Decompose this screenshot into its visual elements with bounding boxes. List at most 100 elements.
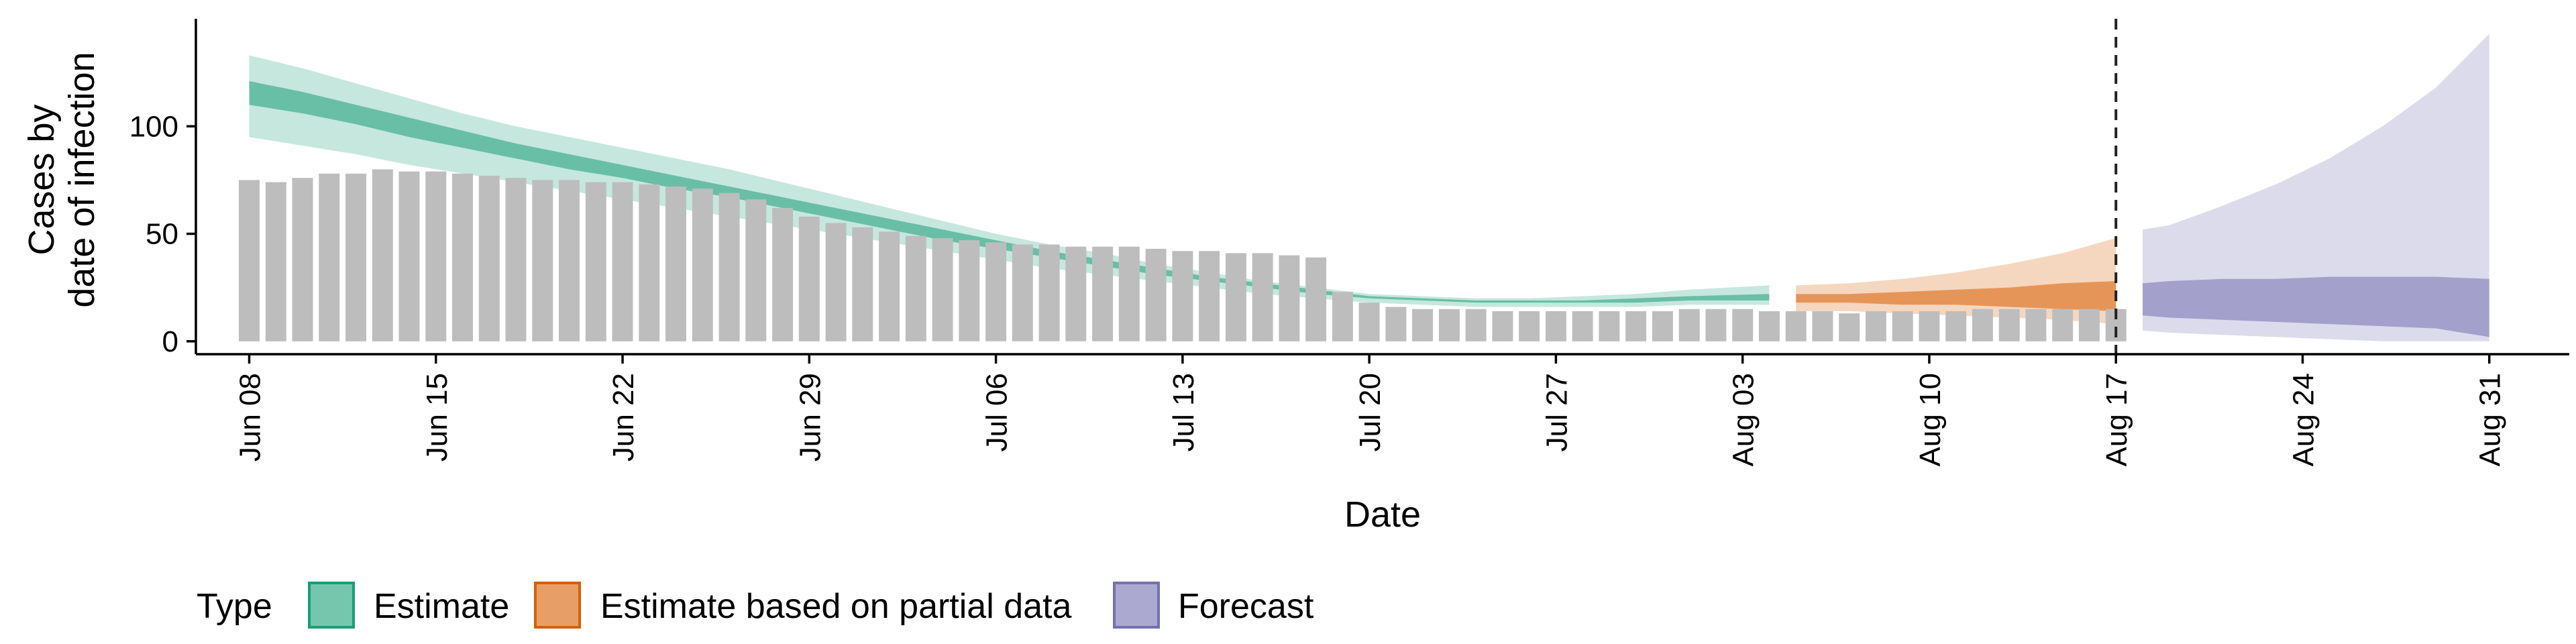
bar (1572, 311, 1593, 341)
y-tick-label: 50 (146, 218, 178, 251)
bar (1705, 309, 1727, 341)
bar (1625, 311, 1647, 341)
bar (852, 227, 873, 341)
bar (1305, 257, 1327, 341)
band-layer (249, 34, 2489, 341)
bar (585, 182, 606, 341)
x-tick-label: Jul 13 (1167, 373, 1200, 451)
bar (1279, 255, 1300, 341)
bar (319, 173, 340, 341)
series-2-inner-band (2143, 276, 2489, 337)
x-tick-label: Aug 10 (1914, 373, 1947, 466)
bar (1358, 303, 1380, 341)
bar (1065, 246, 1087, 341)
bar (1172, 251, 1193, 341)
bar (932, 237, 953, 341)
bar (1839, 313, 1860, 341)
x-tick-label: Jun 08 (234, 373, 267, 462)
bar (1892, 311, 1913, 341)
bar (1332, 292, 1353, 341)
legend-key (308, 582, 355, 629)
bar (292, 178, 313, 341)
series-0-outer-band (249, 55, 1770, 307)
y-tick-label: 0 (162, 325, 178, 358)
bar (985, 242, 1007, 341)
x-tick-label: Aug 24 (2288, 373, 2320, 466)
bar (1519, 311, 1540, 341)
bar (2078, 309, 2100, 341)
bar (1998, 309, 2020, 341)
bar (1118, 246, 1140, 341)
bar (879, 231, 900, 341)
bar (1758, 311, 1780, 341)
bar (1919, 311, 1940, 341)
bar (1732, 309, 1754, 341)
bar (1812, 311, 1833, 341)
bar (1145, 248, 1167, 341)
legend-title: Type (197, 587, 272, 626)
bar (905, 235, 926, 341)
bar (1038, 244, 1060, 341)
y-tick-label: 100 (129, 110, 178, 143)
bar (1252, 253, 1273, 341)
x-tick-label: Jun 29 (794, 373, 826, 462)
bar (745, 199, 767, 341)
bar (1199, 251, 1220, 341)
x-tick-label: Jul 27 (1540, 373, 1573, 451)
x-tick-label: Aug 03 (1727, 373, 1760, 466)
series-1-inner-band (1796, 281, 2116, 311)
bar (239, 180, 260, 341)
bar (1652, 311, 1673, 341)
bar (398, 171, 420, 341)
bar (692, 189, 713, 341)
axis-layer: 0 50 100 Jun 08 Jun 15 Jun 22 Jun 29 Jul 06 Jul … (21, 19, 2569, 535)
bar (1678, 309, 1700, 341)
x-tick-label: Jun 15 (421, 373, 453, 462)
bar (1438, 309, 1460, 341)
bar (345, 173, 366, 341)
legend: Type Estimate Estimate based on partial da… (197, 582, 1314, 629)
y-axis-title-line: date of infection (62, 52, 102, 307)
bar (1225, 253, 1246, 341)
bar (1385, 307, 1407, 341)
bar (718, 193, 740, 341)
bar (559, 180, 580, 341)
bar (665, 186, 686, 341)
bar (825, 223, 847, 341)
bar (1492, 311, 1513, 341)
bar (1945, 311, 1967, 341)
legend-key (534, 582, 581, 629)
legend-label: Estimate (374, 587, 509, 626)
bar (1599, 311, 1620, 341)
x-axis-title: Date (1344, 494, 1421, 535)
x-tick-label: Jul 06 (981, 373, 1014, 451)
bar (1545, 311, 1566, 341)
bar (1012, 244, 1033, 341)
y-axis-title-line: Cases by (21, 104, 62, 255)
bar (478, 176, 500, 341)
y-axis-title: Cases bydate of infection (21, 52, 102, 307)
bar (1865, 311, 1886, 341)
bar (639, 184, 660, 341)
bar (2052, 309, 2074, 341)
bar (1785, 311, 1807, 341)
bar (452, 173, 473, 341)
bar (265, 182, 286, 341)
bar (505, 178, 527, 341)
legend-label: Forecast (1178, 587, 1314, 626)
x-tick-label: Jun 22 (607, 373, 640, 462)
legend-label: Estimate based on partial data (600, 587, 1072, 626)
bar (1465, 309, 1487, 341)
bar (372, 169, 393, 341)
x-tick-label: Aug 17 (2100, 373, 2133, 466)
x-tick-label: Aug 31 (2474, 373, 2507, 466)
bar (532, 180, 553, 341)
bar (1092, 246, 1114, 341)
bar (1412, 309, 1434, 341)
x-tick-label: Jul 20 (1354, 373, 1387, 451)
bar-layer (239, 169, 2127, 341)
bar (959, 240, 980, 341)
bar (772, 208, 794, 341)
series-2-outer-band (2143, 34, 2489, 341)
bar (1972, 309, 1993, 341)
